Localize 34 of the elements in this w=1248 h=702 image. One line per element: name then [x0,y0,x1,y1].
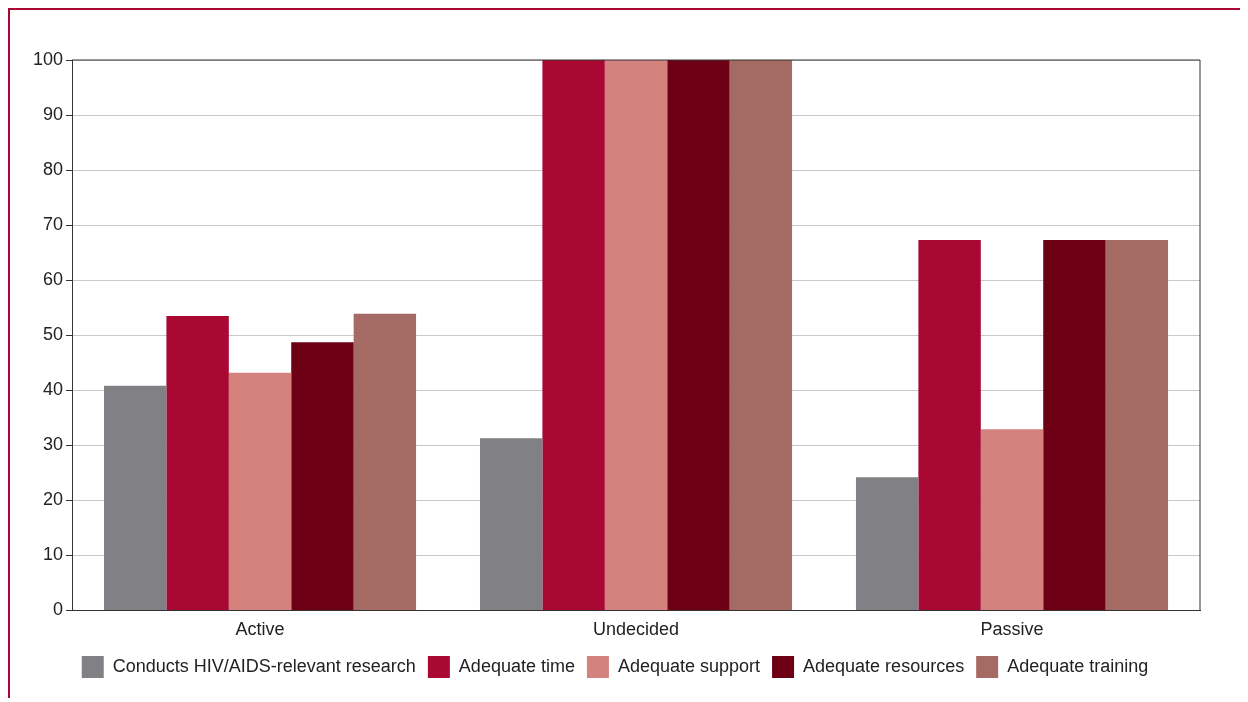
y-tick-label: 100 [32,48,64,69]
bar [729,60,793,610]
bar [667,60,730,610]
bar [291,342,354,610]
legend-label: Adequate support [617,655,761,676]
y-tick-label: 20 [43,489,64,510]
y-tick-label: 40 [43,379,64,400]
y-tick-label: 60 [43,269,64,290]
legend-label: Adequate time [458,655,575,676]
bar [1043,239,1106,610]
bar [918,239,981,610]
x-tick-label: Passive [980,619,1044,640]
y-tick-label: 50 [43,324,64,345]
bar [604,60,668,610]
y-tick-label: 90 [43,104,64,125]
bar [542,60,605,610]
y-tick-label: 30 [43,434,64,455]
bar [228,372,292,610]
y-tick-label: 10 [43,544,64,565]
y-tick-label: 70 [43,214,64,235]
legend-label: Adequate training [1007,655,1149,676]
bar [855,477,919,610]
legend-label: Adequate resources [803,655,965,676]
legend-label: Conducts HIV/AIDS-relevant research [112,655,416,676]
x-tick-label: Undecided [592,619,680,640]
y-tick-label: 80 [43,159,64,180]
x-tick-label: Active [235,619,285,640]
bar [353,313,417,610]
bar [166,315,229,610]
bar [980,429,1044,610]
bar [103,385,167,610]
bar [1105,239,1169,610]
y-tick-label: 0 [53,599,64,620]
bar [479,438,543,610]
